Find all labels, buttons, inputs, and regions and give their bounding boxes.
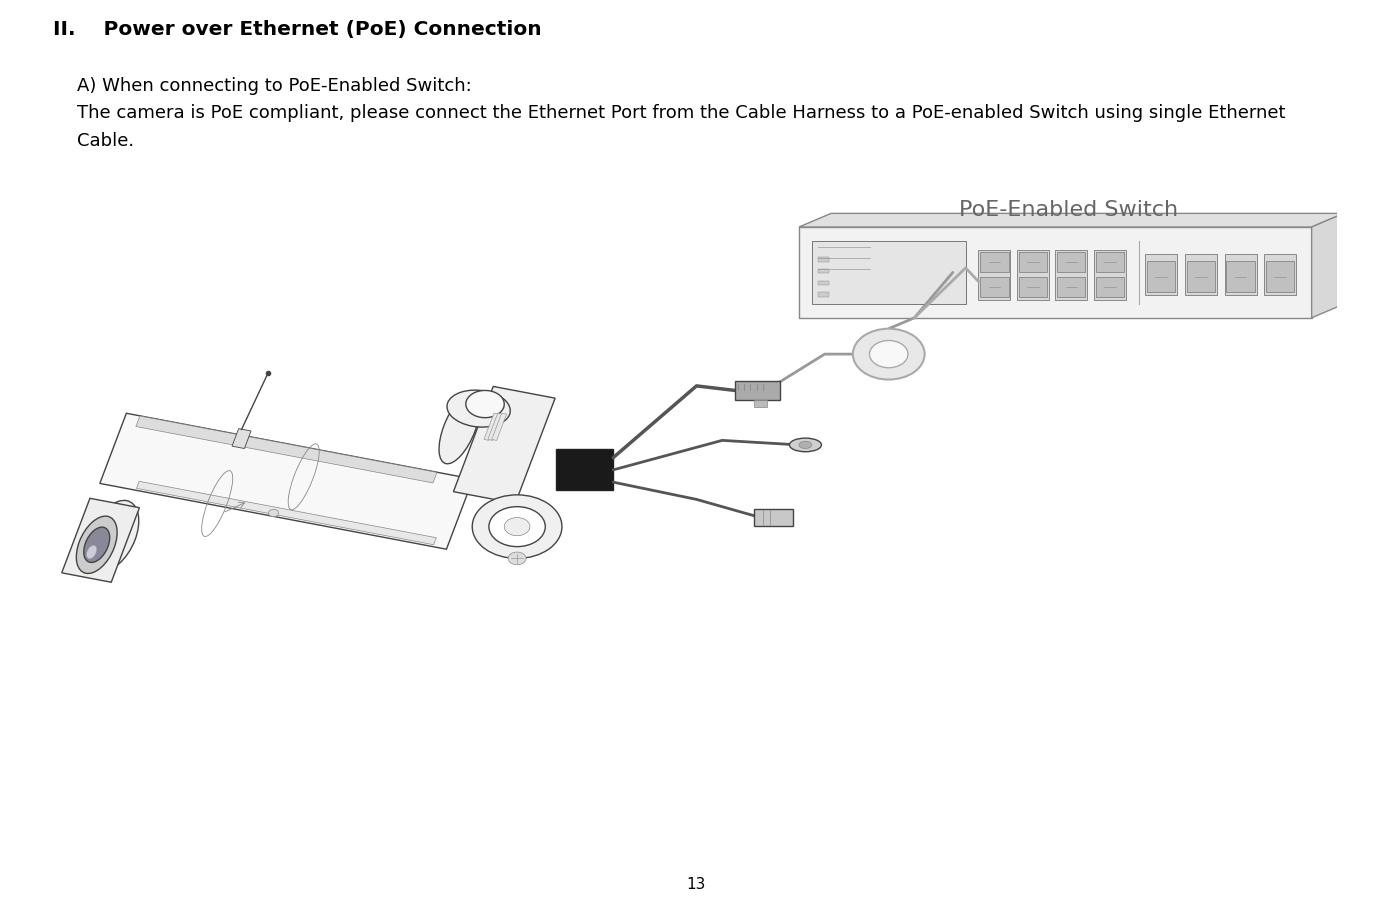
Polygon shape (61, 498, 139, 582)
Ellipse shape (465, 390, 504, 418)
Polygon shape (800, 213, 1344, 227)
Bar (1266, 261, 1294, 292)
Text: Cable.: Cable. (77, 132, 134, 150)
Bar (1185, 254, 1217, 295)
Bar (818, 257, 829, 262)
Bar (1056, 250, 1088, 300)
Bar (1096, 277, 1124, 297)
Ellipse shape (800, 441, 812, 449)
Ellipse shape (790, 438, 822, 451)
Text: PoE-Enabled Switch: PoE-Enabled Switch (958, 200, 1177, 220)
Polygon shape (233, 429, 251, 449)
Polygon shape (492, 413, 507, 440)
Ellipse shape (77, 516, 117, 574)
Bar (736, 381, 780, 400)
Circle shape (489, 507, 545, 547)
Bar (1018, 252, 1048, 272)
Ellipse shape (84, 528, 110, 562)
Bar (1057, 277, 1085, 297)
Bar (812, 241, 965, 304)
Circle shape (869, 340, 908, 368)
Bar (981, 277, 1009, 297)
Ellipse shape (439, 393, 479, 464)
Bar (1187, 261, 1215, 292)
Polygon shape (483, 413, 499, 440)
Circle shape (508, 552, 527, 565)
Bar (1224, 254, 1256, 295)
Bar (1057, 252, 1085, 272)
Polygon shape (137, 481, 436, 545)
Polygon shape (488, 413, 503, 440)
Text: The camera is PoE compliant, please connect the Ethernet Port from the Cable Har: The camera is PoE compliant, please conn… (77, 104, 1286, 123)
Bar (818, 281, 829, 285)
Text: II.    Power over Ethernet (PoE) Connection: II. Power over Ethernet (PoE) Connection (53, 20, 542, 39)
Ellipse shape (447, 390, 510, 427)
Bar (800, 227, 1312, 318)
Bar (818, 269, 829, 273)
Circle shape (504, 518, 529, 536)
Bar (754, 509, 793, 526)
Text: 13: 13 (687, 876, 706, 892)
Polygon shape (137, 416, 437, 483)
Bar (1094, 250, 1126, 300)
Bar (978, 250, 1010, 300)
Bar (556, 449, 613, 490)
Polygon shape (100, 413, 474, 549)
Bar (981, 252, 1009, 272)
Text: A) When connecting to PoE-Enabled Switch:: A) When connecting to PoE-Enabled Switch… (77, 77, 471, 95)
Ellipse shape (86, 546, 96, 558)
Bar (754, 400, 768, 407)
Circle shape (853, 329, 925, 380)
Ellipse shape (88, 500, 139, 571)
Polygon shape (1312, 213, 1344, 318)
Bar (1017, 250, 1049, 300)
Bar (1146, 261, 1176, 292)
Bar (818, 292, 829, 297)
Bar (1265, 254, 1297, 295)
Bar (1018, 277, 1048, 297)
Circle shape (472, 495, 561, 558)
Circle shape (269, 509, 279, 517)
Bar (1145, 254, 1177, 295)
Bar (1096, 252, 1124, 272)
Polygon shape (453, 387, 556, 503)
Bar (1226, 261, 1255, 292)
